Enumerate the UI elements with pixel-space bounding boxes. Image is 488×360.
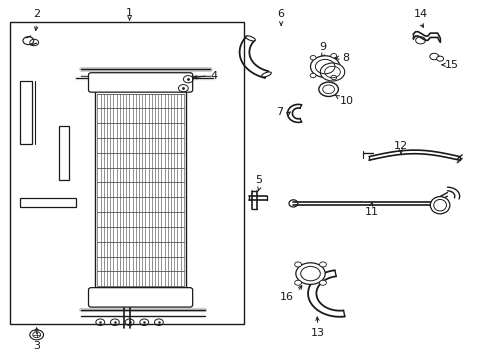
Circle shape [319, 262, 325, 267]
Text: 13: 13 [310, 328, 324, 338]
Circle shape [318, 82, 338, 96]
Text: 14: 14 [413, 9, 427, 19]
Bar [95, 90, 185, 290]
Text: 7: 7 [276, 107, 283, 117]
Text: 12: 12 [393, 141, 407, 151]
Text: 4: 4 [210, 71, 217, 81]
Text: 5: 5 [255, 175, 262, 185]
Text: 1: 1 [126, 8, 133, 18]
Circle shape [330, 75, 336, 80]
Circle shape [295, 263, 325, 284]
Bar [95, 90, 185, 290]
FancyBboxPatch shape [88, 288, 192, 307]
Circle shape [309, 73, 315, 78]
Circle shape [294, 262, 301, 267]
Bar [10, 22, 244, 324]
Text: 15: 15 [444, 60, 458, 70]
Circle shape [415, 37, 425, 44]
Circle shape [429, 53, 438, 60]
Text: 16: 16 [279, 292, 293, 302]
Circle shape [319, 280, 325, 285]
FancyBboxPatch shape [88, 73, 192, 92]
Circle shape [436, 56, 443, 61]
Circle shape [320, 63, 344, 81]
Bar [59, 126, 69, 180]
Ellipse shape [245, 36, 255, 41]
Text: 6: 6 [277, 9, 284, 19]
Text: 2: 2 [33, 9, 40, 19]
Circle shape [309, 55, 315, 60]
Text: 10: 10 [339, 96, 353, 106]
Text: 3: 3 [33, 341, 40, 351]
Text: 11: 11 [364, 207, 378, 217]
Circle shape [330, 54, 336, 58]
Circle shape [294, 280, 301, 285]
Text: 8: 8 [342, 53, 349, 63]
Ellipse shape [261, 72, 271, 77]
Circle shape [310, 56, 339, 77]
Bar [20, 198, 76, 207]
Text: 9: 9 [319, 42, 325, 52]
Ellipse shape [288, 200, 297, 207]
Ellipse shape [429, 197, 449, 214]
Bar [20, 81, 32, 144]
